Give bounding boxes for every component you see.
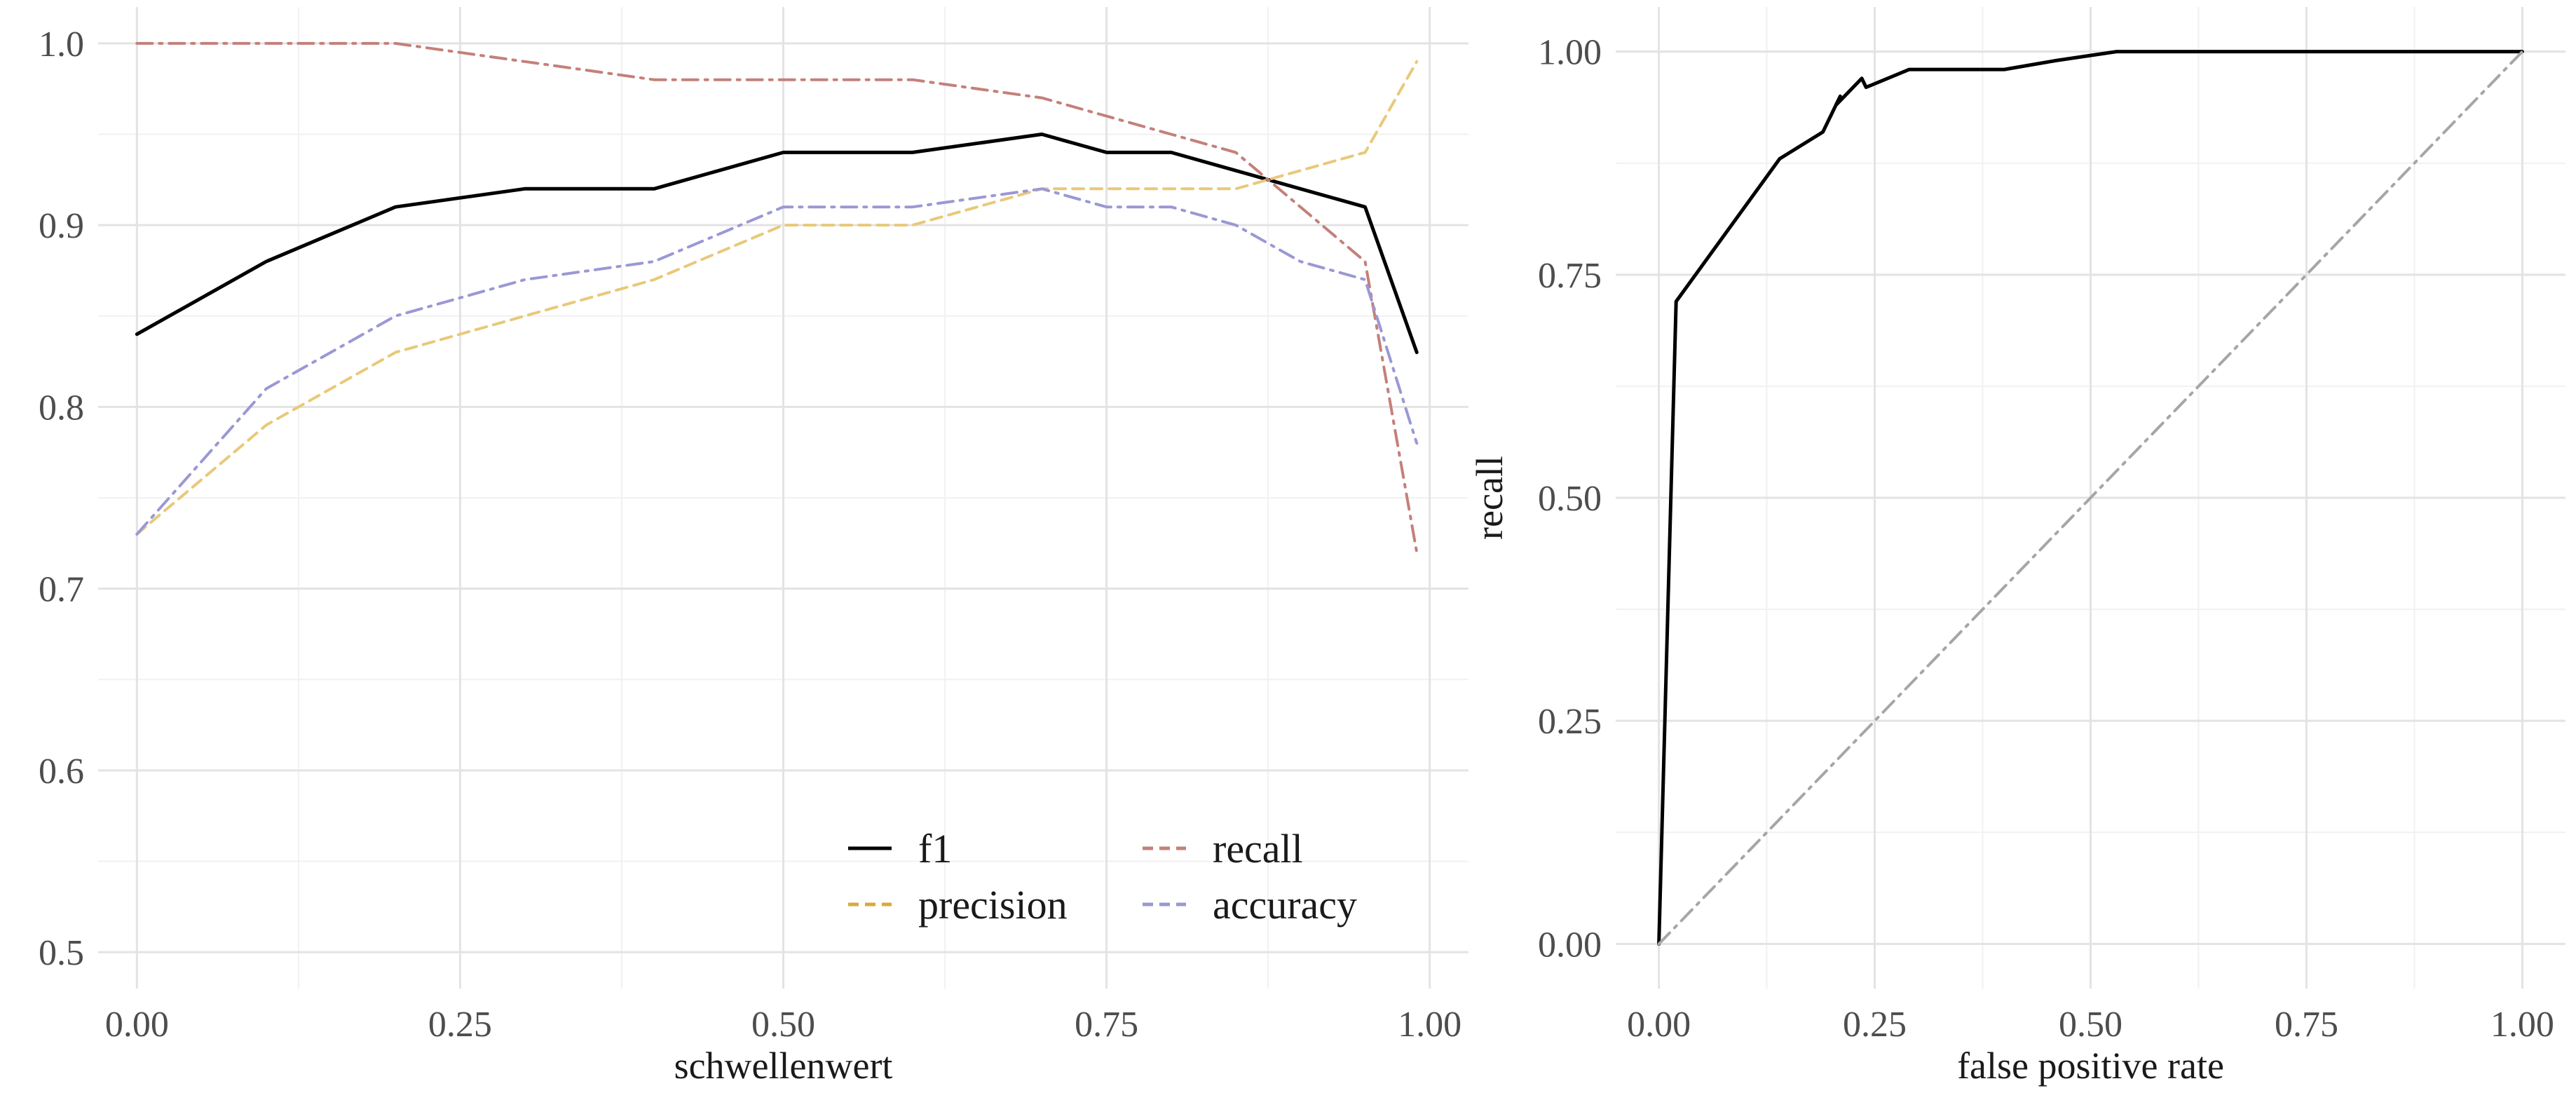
y-tick-label: 1.00 bbox=[1538, 33, 1602, 73]
y-tick-label: 0.75 bbox=[1538, 256, 1602, 296]
y-tick-label: 0.50 bbox=[1538, 479, 1602, 519]
x-tick-label: 0.75 bbox=[2275, 1005, 2338, 1045]
x-tick-label: 0.50 bbox=[751, 1005, 815, 1045]
y-tick-label: 0.5 bbox=[39, 933, 84, 973]
x-tick-label: 0.00 bbox=[105, 1005, 169, 1045]
series-line-recall bbox=[135, 41, 1419, 554]
roc-curve-panel: 0.00 0.25 0.50 0.75 1.00 0.00 0.25 0.50 0.75 1.00… bbox=[1468, 7, 2565, 1087]
legend-label-precision: precision bbox=[918, 882, 1068, 928]
y-tick-label: 1.0 bbox=[39, 25, 84, 65]
x-axis-title: schwellenwert bbox=[674, 1045, 893, 1087]
y-tick-label: 0.7 bbox=[39, 570, 84, 610]
x-tick-label: 1.00 bbox=[2490, 1005, 2554, 1045]
series-line-curve-0 bbox=[1657, 50, 2524, 946]
legend-label-f1: f1 bbox=[918, 826, 952, 871]
gridlines bbox=[1616, 7, 2565, 989]
y-tick-label: 0.25 bbox=[1538, 702, 1602, 742]
y-tick-label: 0.00 bbox=[1538, 925, 1602, 965]
x-tick-label: 0.75 bbox=[1075, 1005, 1138, 1045]
metrics-threshold-panel: 0.00 0.25 0.50 0.75 1.00 0.5 0.6 0.7 0.8 0.9 1.0 sc… bbox=[39, 7, 1468, 1087]
series-line-precision bbox=[135, 60, 1419, 536]
series-line-accuracy bbox=[135, 187, 1419, 536]
x-tick-label: 1.00 bbox=[1398, 1005, 1461, 1045]
y-tick-label: 0.8 bbox=[39, 388, 84, 428]
x-tick-label: 0.00 bbox=[1627, 1005, 1691, 1045]
series-line-curve-1 bbox=[1657, 50, 2524, 946]
legend: f1 recall precision accuracy bbox=[848, 826, 1357, 928]
y-tick-label: 0.9 bbox=[39, 206, 84, 246]
legend-label-recall: recall bbox=[1213, 826, 1303, 871]
y-tick-label: 0.6 bbox=[39, 752, 84, 792]
x-axis-title: false positive rate bbox=[1957, 1045, 2224, 1087]
x-tick-label: 0.50 bbox=[2059, 1005, 2122, 1045]
y-axis-title: recall bbox=[1468, 456, 1511, 540]
legend-label-accuracy: accuracy bbox=[1213, 882, 1357, 928]
x-tick-label: 0.25 bbox=[428, 1005, 492, 1045]
x-tick-label: 0.25 bbox=[1843, 1005, 1907, 1045]
series-line-f1 bbox=[135, 133, 1419, 355]
gridlines bbox=[98, 7, 1468, 989]
